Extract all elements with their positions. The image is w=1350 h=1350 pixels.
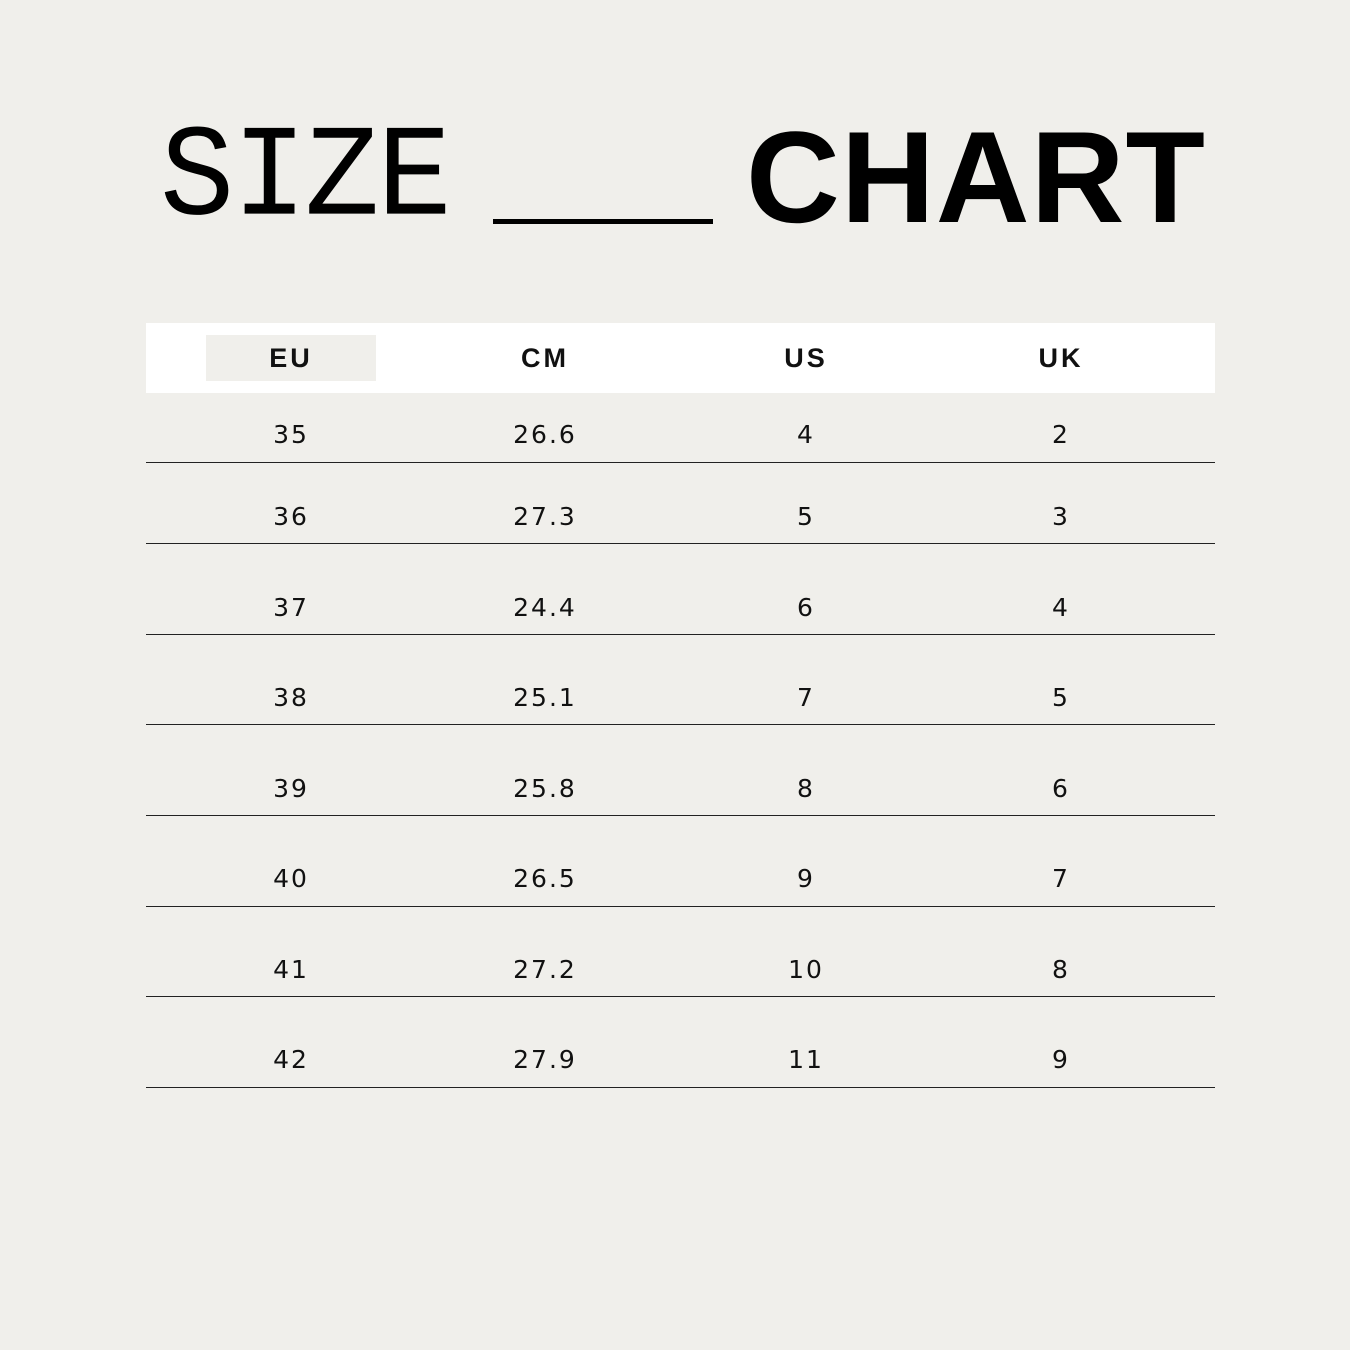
- cell-eu: 41: [273, 955, 309, 984]
- cell-us: 8: [797, 774, 815, 803]
- cell-uk: 2: [1052, 420, 1070, 449]
- table-row: 42 27.9 11 9: [146, 997, 1215, 1088]
- cell-cm: 27.9: [513, 1045, 577, 1074]
- title-chart: CHART: [746, 104, 1206, 250]
- cell-eu: 37: [273, 593, 309, 622]
- cell-cm: 27.2: [513, 955, 577, 984]
- cell-uk: 3: [1052, 502, 1070, 531]
- cell-us: 5: [797, 502, 815, 531]
- cell-us: 4: [797, 420, 815, 449]
- cell-eu: 40: [273, 864, 309, 893]
- table-row: 38 25.1 7 5: [146, 635, 1215, 725]
- header-us: US: [784, 343, 828, 373]
- title-size: SIZE: [160, 106, 452, 254]
- cell-uk: 9: [1052, 1045, 1070, 1074]
- table-header: EU CM US UK: [146, 323, 1215, 393]
- cell-uk: 4: [1052, 593, 1070, 622]
- table-row: 37 24.4 6 4: [146, 544, 1215, 635]
- cell-uk: 6: [1052, 774, 1070, 803]
- cell-us: 9: [797, 864, 815, 893]
- cell-cm: 27.3: [513, 502, 577, 531]
- cell-eu: 35: [273, 420, 309, 449]
- cell-uk: 7: [1052, 864, 1070, 893]
- table-row: 41 27.2 10 8: [146, 907, 1215, 997]
- cell-us: 6: [797, 593, 815, 622]
- table-row: 35 26.6 4 2: [146, 393, 1215, 463]
- table-row: 40 26.5 9 7: [146, 816, 1215, 907]
- cell-cm: 25.8: [513, 774, 577, 803]
- cell-us: 11: [788, 1045, 824, 1074]
- table-row: 36 27.3 5 3: [146, 463, 1215, 544]
- cell-cm: 25.1: [513, 683, 577, 712]
- cell-us: 10: [788, 955, 824, 984]
- cell-uk: 8: [1052, 955, 1070, 984]
- cell-uk: 5: [1052, 683, 1070, 712]
- cell-eu: 39: [273, 774, 309, 803]
- header-cm: CM: [521, 343, 569, 373]
- cell-cm: 26.6: [513, 420, 577, 449]
- cell-eu: 36: [273, 502, 309, 531]
- cell-us: 7: [797, 683, 815, 712]
- title-divider-line: [493, 219, 713, 224]
- cell-cm: 26.5: [513, 864, 577, 893]
- cell-cm: 24.4: [513, 593, 577, 622]
- cell-eu: 38: [273, 683, 309, 712]
- table-row: 39 25.8 8 6: [146, 725, 1215, 816]
- eu-header-highlight: [206, 335, 376, 381]
- header-uk: UK: [1038, 343, 1084, 373]
- header-eu: EU: [269, 343, 313, 373]
- cell-eu: 42: [273, 1045, 309, 1074]
